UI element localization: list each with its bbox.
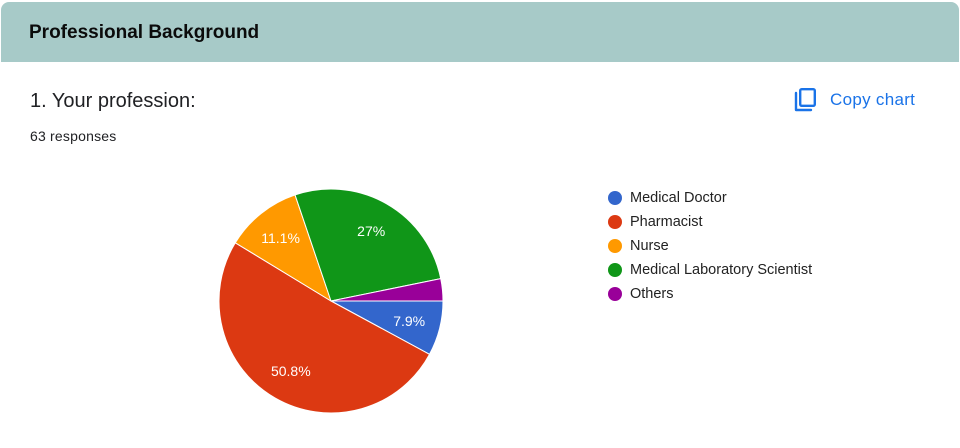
response-count: 63 responses	[30, 128, 117, 144]
pie-slice-nurse	[234, 194, 332, 303]
legend-swatch	[608, 215, 622, 229]
legend-label: Others	[630, 286, 674, 302]
pie-label-pharmacist: 50.8%	[271, 363, 311, 379]
pie-label-nurse: 11.1%	[261, 230, 300, 246]
legend-label: Medical Doctor	[630, 190, 727, 206]
pie-label-medical-laboratory-scientist: 27%	[357, 223, 385, 239]
pie-slice-others	[330, 278, 444, 302]
legend-item: Medical Doctor	[608, 186, 812, 210]
copy-chart-label: Copy chart	[830, 90, 916, 109]
legend-item: Others	[608, 282, 812, 306]
section-header: Professional Background	[1, 2, 959, 62]
copy-chart-button[interactable]: Copy chart	[792, 86, 915, 114]
question-title: 1. Your profession:	[30, 90, 196, 112]
legend-item: Medical Laboratory Scientist	[608, 258, 812, 282]
pie-slice-pharmacist	[218, 242, 431, 414]
pie-slice-medical-laboratory-scientist	[294, 188, 442, 302]
legend-label: Pharmacist	[630, 214, 703, 230]
legend-label: Nurse	[630, 238, 669, 254]
legend-swatch	[608, 263, 622, 277]
legend-swatch	[608, 287, 622, 301]
chart-legend: Medical Doctor Pharmacist Nurse Medical Lab…	[608, 186, 812, 306]
legend-item: Pharmacist	[608, 210, 812, 234]
pie-label-medical-doctor: 7.9%	[393, 313, 425, 329]
legend-swatch	[608, 239, 622, 253]
legend-item: Nurse	[608, 234, 812, 258]
legend-label: Medical Laboratory Scientist	[630, 262, 813, 278]
section-title: Professional Background	[29, 22, 260, 43]
copy-icon	[792, 86, 818, 114]
legend-swatch	[608, 191, 622, 205]
